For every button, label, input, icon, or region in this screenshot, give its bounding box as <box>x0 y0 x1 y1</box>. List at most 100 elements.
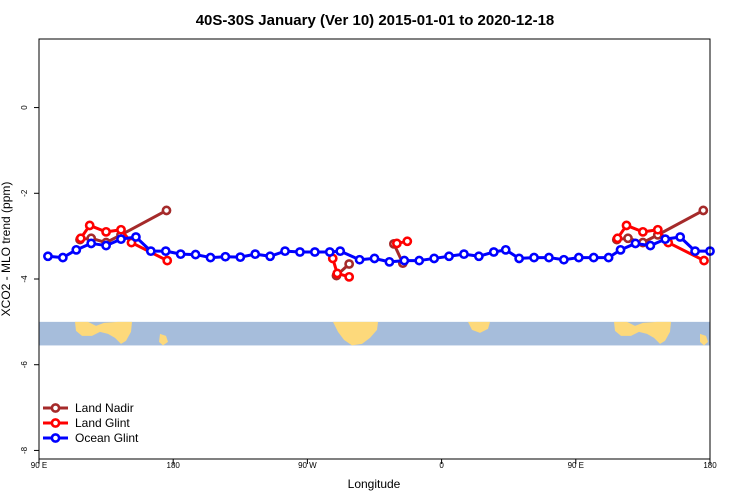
ocean-glint-point <box>265 251 276 262</box>
legend-label-ocean-glint: Ocean Glint <box>75 431 139 445</box>
x-tick-label: 180 <box>167 461 181 470</box>
ocean-glint-point <box>414 255 425 266</box>
ocean-glint-point <box>660 234 671 245</box>
x-tick-label: 90 E <box>31 461 47 470</box>
ocean-glint-point <box>488 247 499 257</box>
legend-marker-ocean-glint <box>50 433 61 443</box>
series-layer <box>43 205 715 282</box>
land-nadir-point <box>344 259 355 269</box>
ocean-glint-point <box>295 247 305 257</box>
ocean-glint-point <box>309 247 320 257</box>
ocean-glint-point <box>429 253 440 264</box>
ocean-glint-point <box>101 240 111 251</box>
ocean-glint-point <box>690 246 700 257</box>
land-glint-point <box>638 226 648 237</box>
ocean-glint-point <box>250 249 261 260</box>
land-glint-point <box>652 224 663 235</box>
y-tick-label: -4 <box>20 275 29 283</box>
series-ocean-glint <box>43 232 715 267</box>
ocean-glint-point <box>615 244 626 255</box>
ocean-glint-point <box>220 251 231 262</box>
plot-frame <box>38 38 711 460</box>
ocean-glint-point <box>529 252 539 263</box>
ocean-glint-point <box>675 232 686 242</box>
ocean-glint-point <box>43 251 53 262</box>
ocean-glint-point <box>558 254 569 265</box>
ocean-glint-line <box>47 235 710 264</box>
x-tick-label: 180 <box>703 461 717 470</box>
land-glint-point <box>621 220 632 231</box>
series-land-glint <box>75 220 709 282</box>
ocean-glint-point <box>131 232 141 242</box>
chart-title: 40S-30S January (Ver 10) 2015-01-01 to 2… <box>196 12 555 29</box>
land-glint-point <box>116 224 126 235</box>
land-glint-point <box>162 255 173 266</box>
series-land-nadir <box>75 205 709 281</box>
map-band <box>39 321 710 346</box>
map-land-australia <box>75 321 132 344</box>
land-nadir-point <box>623 233 633 244</box>
ocean-glint-point <box>645 240 656 251</box>
land-glint-point <box>344 271 355 282</box>
ocean-glint-point <box>384 256 395 267</box>
ocean-glint-point <box>369 253 380 264</box>
map-land-africa <box>468 321 490 333</box>
ocean-glint-point <box>160 246 171 257</box>
ocean-glint-point <box>354 254 365 265</box>
ocean-glint-point <box>573 252 584 263</box>
land-nadir-point <box>698 205 709 216</box>
land-glint-point <box>75 233 86 244</box>
land-glint-point <box>332 268 343 279</box>
map-ocean <box>39 321 710 346</box>
legend-label-land-nadir: Land Nadir <box>75 401 134 415</box>
ocean-glint-point <box>280 246 290 257</box>
ocean-glint-point <box>324 247 335 257</box>
land-glint-point <box>391 238 402 249</box>
land-glint-point <box>612 233 623 244</box>
x-axis-label: Longitude <box>348 477 401 491</box>
map-land-new-zealand-repeat <box>700 333 708 346</box>
legend-marker-land-nadir <box>50 403 61 413</box>
ocean-glint-point <box>205 252 216 263</box>
ocean-glint-point <box>444 251 454 262</box>
ocean-glint-point <box>544 252 554 263</box>
land-glint-point <box>101 226 111 237</box>
x-tick-label: 0 <box>439 461 444 470</box>
y-tick-label: -8 <box>20 446 29 454</box>
y-axis-label: XCO2 - MLO trend (ppm) <box>0 182 13 317</box>
ocean-glint-point <box>473 251 484 262</box>
x-tick-label: 90 E <box>568 461 584 470</box>
ocean-glint-point <box>57 252 68 263</box>
ocean-glint-point <box>86 238 97 249</box>
ocean-glint-point <box>175 249 186 260</box>
ocean-glint-point <box>190 249 201 260</box>
y-axis: 0 -2 -4 -6 -8 <box>20 105 39 454</box>
ocean-glint-point <box>235 252 246 263</box>
y-tick-label: -6 <box>20 361 29 369</box>
land-nadir-point <box>161 205 172 216</box>
ocean-glint-point <box>588 252 599 263</box>
land-glint-point <box>402 236 413 247</box>
ocean-glint-point <box>603 252 614 263</box>
legend-label-land-glint: Land Glint <box>75 416 130 430</box>
ocean-glint-point <box>116 234 126 245</box>
map-land-south-america <box>333 321 378 346</box>
ocean-glint-point <box>500 244 511 255</box>
ocean-glint-point <box>71 244 82 255</box>
ocean-glint-point <box>335 246 346 257</box>
x-tick-label: 90 W <box>298 461 317 470</box>
x-axis: 90 E 180 90 W 0 90 E 180 <box>31 459 717 470</box>
land-glint-point <box>699 255 709 266</box>
legend-marker-land-glint <box>50 418 61 428</box>
map-land-australia-repeat <box>614 321 671 344</box>
ocean-glint-point <box>459 249 469 260</box>
ocean-glint-point <box>145 246 156 257</box>
ocean-glint-point <box>514 253 525 264</box>
land-glint-point <box>84 220 95 231</box>
y-tick-label: -2 <box>20 189 29 197</box>
map-land-new-zealand <box>159 333 168 346</box>
ocean-glint-point <box>630 238 641 249</box>
y-tick-label: 0 <box>20 105 29 110</box>
